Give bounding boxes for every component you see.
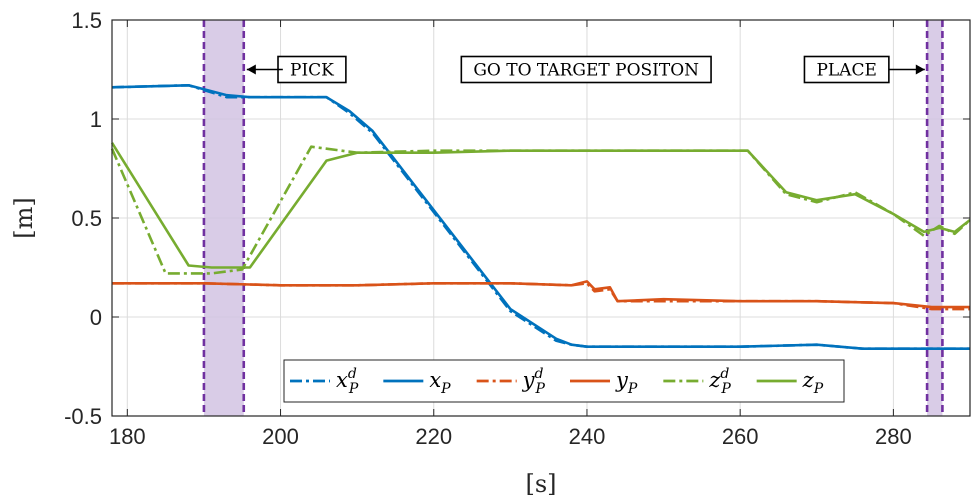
- annotation-arrowhead: [246, 64, 256, 75]
- legend-box: [283, 359, 845, 403]
- x-tick-label: 200: [262, 424, 299, 449]
- x-tick-label: 220: [415, 424, 452, 449]
- ticks: 180 200 220 240 260 280 -0.5 0 0.5 1 1.5: [64, 8, 970, 449]
- annotation-box: [803, 55, 890, 84]
- legend-entry: xd P: [336, 366, 359, 397]
- y-tick-label: -0.5: [64, 404, 102, 429]
- y-tick-label: 0.5: [71, 206, 102, 231]
- annotation-box: [460, 55, 712, 84]
- y-tick-label: 1: [90, 107, 102, 132]
- annotation-box: [277, 55, 347, 84]
- series-line-x-p: [111, 84, 970, 351]
- x-tick-label: 260: [722, 424, 759, 449]
- legend-entry: xP: [429, 368, 451, 397]
- annotations: PICK GO TO TARGET POSITON PLACE: [246, 55, 925, 84]
- x-tick-label: 280: [875, 424, 912, 449]
- annotation-label: GO TO TARGET POSITON: [473, 61, 699, 81]
- series-line-y-p: [112, 280, 970, 309]
- x-tick-label: 240: [569, 424, 606, 449]
- series-line-z-p: [110, 142, 971, 269]
- annotation-label: PLACE: [816, 61, 876, 81]
- highlight-region: [203, 20, 244, 416]
- legend-entry: zd P: [708, 366, 731, 397]
- legend-entry: yd P: [522, 366, 546, 397]
- y-tick-label: 0: [90, 305, 102, 330]
- y-axis-label: [m]: [10, 197, 38, 238]
- legend: xd P xP yd P yP zd P zP: [283, 359, 845, 403]
- annotation-label: PICK: [290, 61, 334, 81]
- series-lines: [110, 84, 971, 351]
- legend-entry: zP: [802, 368, 824, 397]
- x-axis-label: [s]: [525, 470, 556, 498]
- annotation-arrowhead: [915, 64, 925, 75]
- legend-entry: yP: [615, 368, 638, 397]
- y-tick-label: 1.5: [71, 8, 102, 33]
- highlight-region: [927, 20, 943, 416]
- highlight-regions: [202, 20, 944, 416]
- x-tick-label: 180: [109, 424, 146, 449]
